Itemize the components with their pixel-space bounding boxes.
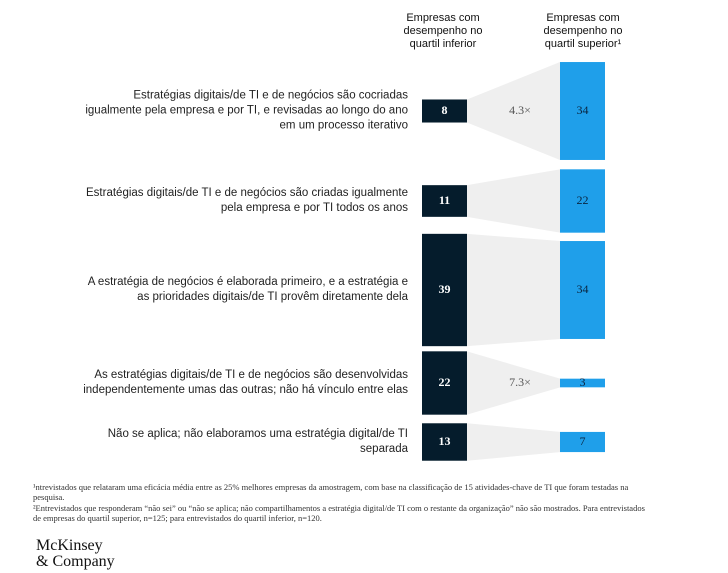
bar bbox=[422, 351, 467, 415]
category-label: Estratégias digitais/de TI e de negócios… bbox=[85, 89, 408, 132]
category-label: Não se aplica; não elaboramos uma estrat… bbox=[107, 428, 408, 455]
footnote: ¹ntrevistados que relataram uma eficácia… bbox=[33, 482, 629, 502]
bar bbox=[560, 169, 605, 233]
bar bbox=[422, 185, 467, 217]
value-label: 34 bbox=[577, 282, 589, 296]
connector bbox=[467, 351, 560, 415]
category-label: Estratégias digitais/de TI e de negócios… bbox=[86, 187, 408, 214]
footnote: ²Entrevistados que responderam “não sei”… bbox=[33, 503, 645, 523]
value-label: 34 bbox=[577, 103, 589, 117]
connector bbox=[467, 169, 560, 233]
ratio-annotation: 7.3× bbox=[509, 375, 531, 389]
column-header: Empresas com desempenho no quartil infer… bbox=[403, 12, 483, 50]
bar bbox=[422, 423, 467, 461]
bar bbox=[422, 99, 467, 123]
value-label: 7 bbox=[580, 434, 586, 448]
value-label: 39 bbox=[439, 282, 451, 296]
bar bbox=[560, 431, 605, 453]
bar bbox=[560, 378, 605, 388]
column-header: Empresas com desempenho no quartil super… bbox=[543, 12, 623, 50]
bar bbox=[560, 62, 605, 160]
ratio-annotation: 4.3× bbox=[509, 103, 531, 117]
category-label: A estratégia de negócios é elaborada pri… bbox=[87, 276, 408, 303]
value-label: 13 bbox=[439, 434, 451, 448]
logo-line: McKinsey bbox=[36, 537, 103, 554]
value-label: 11 bbox=[439, 193, 450, 207]
logo-line: & Company bbox=[36, 553, 115, 570]
value-label: 22 bbox=[577, 193, 589, 207]
value-label: 22 bbox=[439, 375, 451, 389]
bar bbox=[422, 233, 467, 347]
value-label: 3 bbox=[580, 375, 586, 389]
connector bbox=[467, 62, 560, 160]
category-label: As estratégias digitais/de TI e de negóc… bbox=[83, 369, 408, 396]
value-label: 8 bbox=[442, 103, 448, 117]
logo: McKinsey & Company bbox=[36, 538, 115, 570]
connector bbox=[467, 423, 560, 461]
connector bbox=[467, 233, 560, 347]
bar bbox=[560, 241, 605, 339]
